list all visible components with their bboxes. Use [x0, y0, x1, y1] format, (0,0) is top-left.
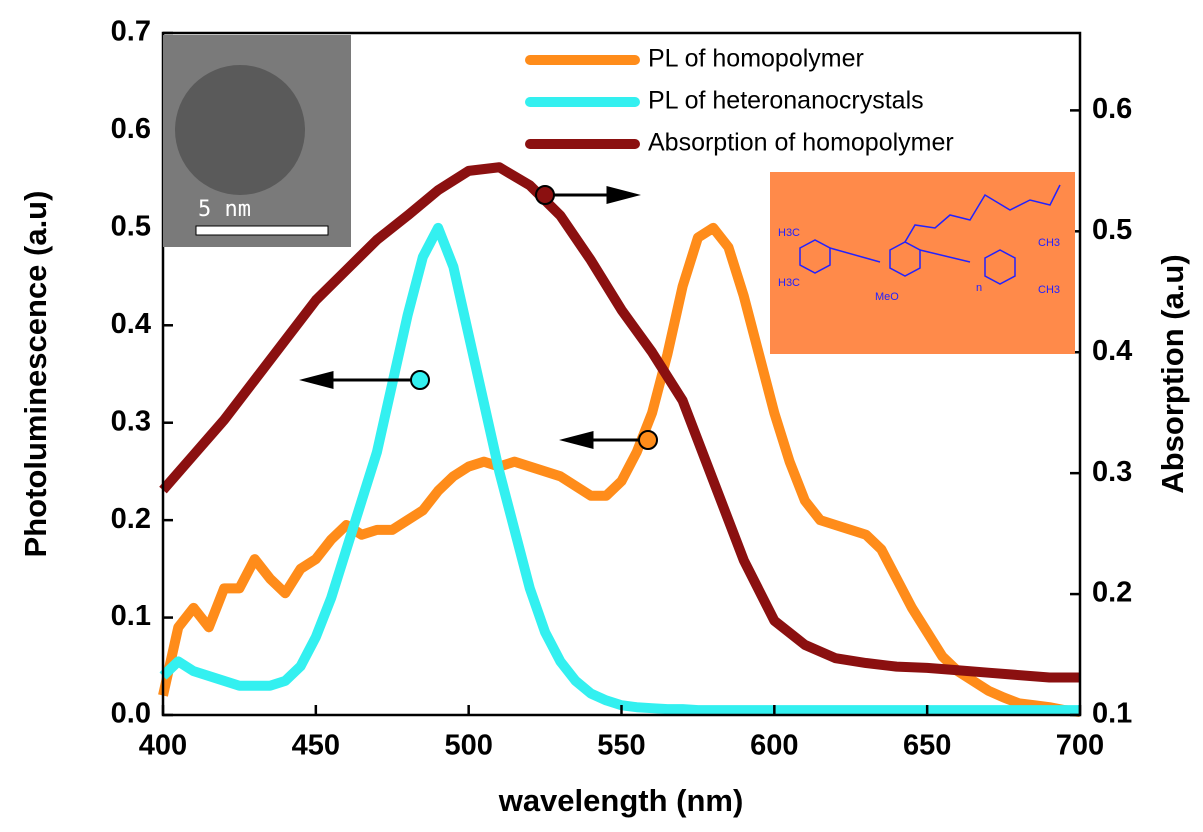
- y2-tick-label: 0.5: [1092, 214, 1132, 246]
- y2-tick-label: 0.2: [1092, 577, 1132, 609]
- x-tick-label: 600: [750, 730, 798, 762]
- tem-inset: 5 nm: [163, 35, 351, 247]
- y2-tick-label: 0.4: [1092, 335, 1132, 367]
- structure-bonds: [799, 184, 1061, 285]
- x-tick-label: 650: [903, 730, 951, 762]
- scale-label: 5 nm: [198, 197, 251, 222]
- plot-area: 400 450 500 550 600 650 700 0.0 0.1 0.2 0.3 0.4 0.5 0…: [111, 16, 1133, 762]
- axis-arrows: [299, 185, 658, 450]
- y-tick-label: 0.1: [111, 600, 151, 632]
- y-tick-label: 0.3: [111, 405, 151, 437]
- y-tick-label: 0.7: [111, 16, 151, 48]
- y-tick-label: 0.6: [111, 113, 151, 145]
- x-axis-title: wavelength (nm): [498, 783, 744, 818]
- legend-label: PL of homopolymer: [648, 45, 864, 73]
- structure-label: n: [976, 282, 982, 294]
- y2-axis-title: Absorption (a.u): [1155, 254, 1190, 493]
- structure-bg: [770, 172, 1075, 354]
- structure-label: CH3: [1038, 284, 1060, 296]
- x-tick-label: 500: [444, 730, 492, 762]
- y-tick-label: 0.0: [111, 698, 151, 730]
- structure-label: CH3: [1038, 237, 1060, 249]
- structure-label: MeO: [875, 291, 899, 303]
- data-line: [159, 162, 1080, 683]
- y-tick-label: 0.4: [111, 308, 151, 340]
- x-tick-label: 550: [597, 730, 645, 762]
- y-tick-label: 0.2: [111, 503, 151, 535]
- x-tick-label: 450: [292, 730, 340, 762]
- x-tick-label: 700: [1056, 730, 1104, 762]
- y2-tick-label: 0.1: [1092, 698, 1132, 730]
- legend-label: PL of heteronanocrystals: [648, 87, 924, 115]
- nanocrystal: [175, 65, 305, 195]
- legend-label: Absorption of homopolymer: [648, 129, 954, 157]
- y-tick-label: 0.5: [111, 211, 151, 243]
- scale-bar: [195, 225, 329, 236]
- data-line: [158, 222, 1081, 718]
- y2-tick-label: 0.3: [1092, 456, 1132, 488]
- structure-label: H3C: [778, 277, 800, 289]
- structure-inset: H3C H3C MeO n CH3 CH3: [770, 172, 1075, 354]
- structure-label: H3C: [778, 227, 800, 239]
- x-tick-label: 400: [139, 730, 187, 762]
- y2-tick-label: 0.6: [1092, 93, 1132, 125]
- y-axis-title: Photoluminescence (a.u): [18, 191, 53, 558]
